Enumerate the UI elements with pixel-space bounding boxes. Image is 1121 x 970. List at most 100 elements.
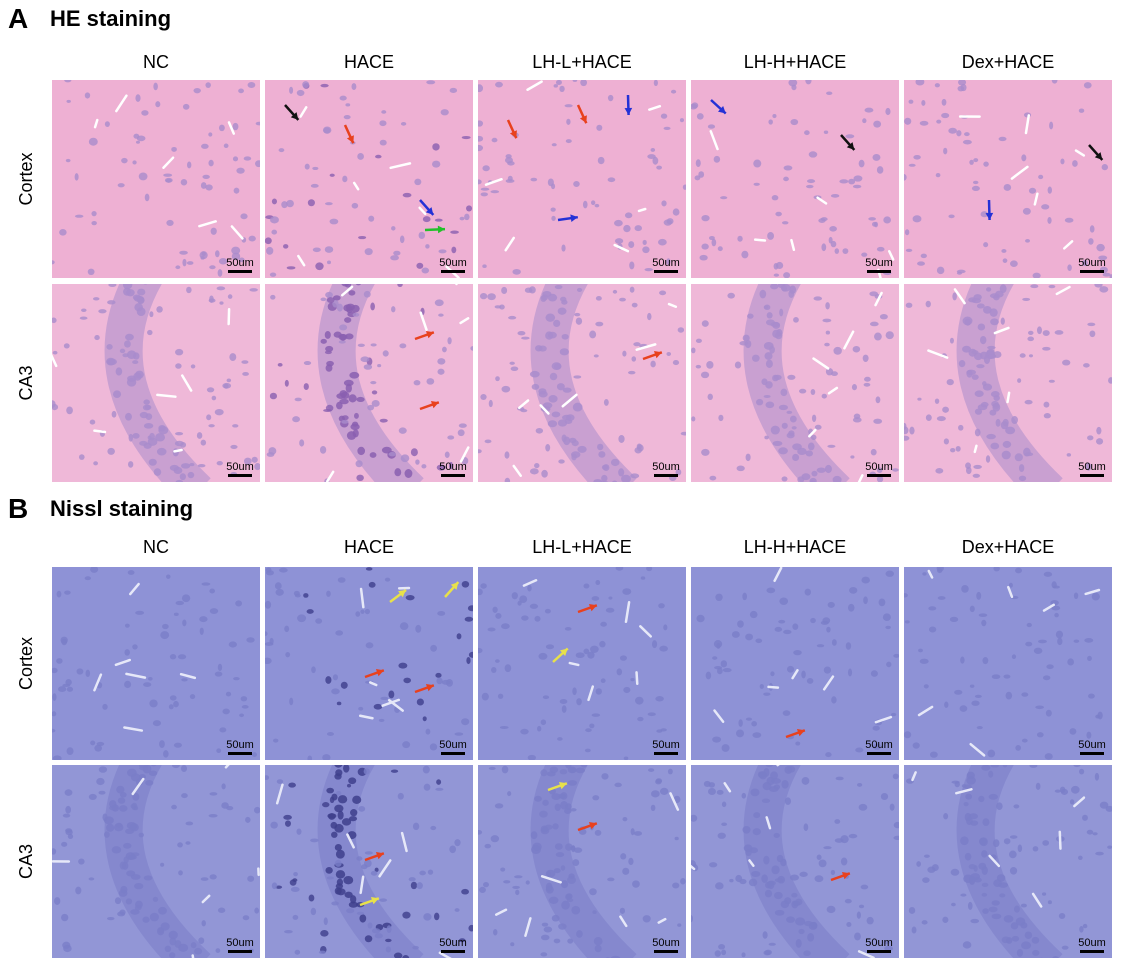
cell — [217, 269, 223, 277]
cell — [614, 238, 624, 244]
cell — [339, 324, 348, 331]
cell — [107, 300, 116, 305]
neuron — [764, 889, 773, 898]
cell — [772, 113, 777, 119]
neuron — [562, 387, 572, 393]
vessel — [723, 782, 732, 793]
scale-bar — [867, 270, 891, 273]
cell — [1011, 654, 1017, 660]
cell — [803, 920, 813, 927]
cell — [1082, 259, 1088, 267]
cell — [1066, 453, 1072, 457]
cell — [987, 749, 996, 758]
cell — [963, 802, 969, 807]
cell — [554, 284, 563, 290]
cell — [65, 805, 72, 814]
neuron — [130, 909, 140, 915]
cell — [765, 319, 775, 326]
cell — [356, 911, 365, 916]
cell — [357, 153, 364, 160]
vessel — [927, 569, 934, 579]
cell — [962, 941, 972, 949]
tissue-bg — [52, 567, 260, 760]
cell — [816, 644, 825, 648]
cell — [706, 361, 714, 369]
cell — [132, 644, 138, 650]
scale-bar — [228, 474, 252, 477]
cell — [500, 867, 506, 872]
cell — [972, 473, 981, 478]
neuron — [335, 883, 344, 890]
cell — [834, 248, 840, 254]
neuron — [761, 874, 768, 883]
vessel — [561, 393, 578, 408]
cell — [845, 642, 852, 650]
cell — [694, 175, 701, 181]
neuron — [561, 900, 570, 910]
tissue — [691, 567, 899, 760]
neuron — [345, 333, 354, 340]
cell — [934, 398, 940, 404]
micrograph: 50um — [52, 765, 260, 958]
cell — [484, 843, 492, 849]
cell — [564, 627, 572, 631]
scale-bar — [441, 752, 465, 755]
cell — [753, 182, 760, 186]
cell — [175, 363, 182, 369]
cell — [647, 712, 656, 717]
neuron — [989, 308, 998, 317]
cell — [961, 584, 969, 593]
cell — [944, 701, 949, 708]
cell — [158, 928, 164, 934]
neuron — [778, 447, 788, 455]
neuron — [565, 765, 572, 769]
cell — [242, 371, 249, 376]
cell — [318, 950, 326, 954]
cell — [119, 348, 126, 354]
cell — [336, 303, 343, 312]
neuron — [996, 874, 1006, 882]
cell — [861, 576, 870, 584]
cell — [983, 161, 989, 167]
cell — [208, 424, 215, 428]
cell — [200, 877, 209, 881]
cell — [1091, 592, 1100, 601]
cell — [464, 616, 473, 622]
scale-bar — [441, 474, 465, 477]
neuron — [1024, 931, 1033, 939]
cell — [827, 601, 835, 608]
cell — [175, 348, 184, 356]
cell — [943, 147, 948, 155]
cell — [712, 656, 718, 660]
panel-letter: A — [8, 3, 28, 34]
neuron — [343, 875, 354, 885]
cell — [279, 567, 288, 573]
arrow-head — [398, 590, 407, 598]
neuron — [980, 401, 989, 408]
cell — [419, 870, 426, 876]
cell — [1089, 225, 1095, 233]
cell — [52, 848, 57, 855]
cell — [880, 792, 889, 800]
cell — [1022, 297, 1031, 302]
neuron — [1018, 475, 1027, 482]
scale-label: 50um — [652, 937, 680, 949]
cell — [1027, 336, 1035, 342]
cell — [363, 768, 370, 775]
cell — [883, 216, 892, 224]
cell — [1028, 187, 1037, 194]
neuron — [136, 307, 146, 316]
neuron — [132, 792, 140, 801]
cell — [584, 748, 591, 753]
cell — [537, 725, 542, 732]
cell — [132, 160, 137, 165]
cell — [368, 581, 376, 588]
neuron — [330, 821, 338, 829]
tissue — [478, 765, 686, 958]
cell — [52, 667, 58, 674]
cell — [326, 590, 331, 597]
cell — [426, 80, 436, 85]
cell — [607, 877, 615, 882]
cell — [540, 719, 547, 726]
vessel — [484, 177, 503, 186]
